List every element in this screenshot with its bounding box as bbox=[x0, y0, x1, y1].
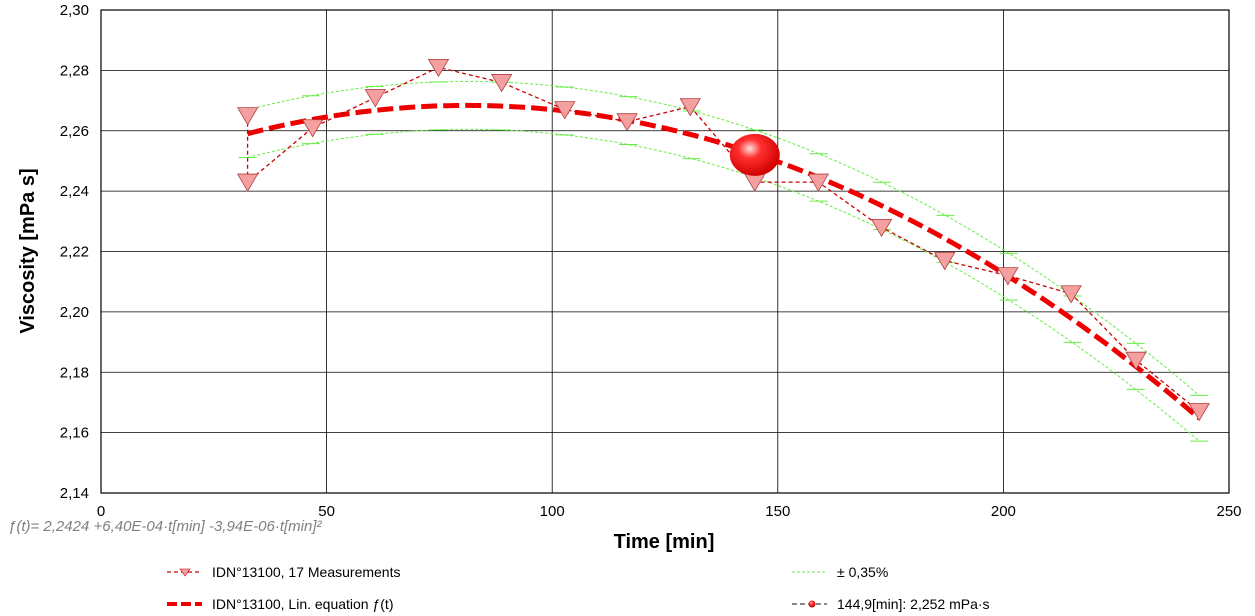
legend: IDN°13100, 17 Measurements IDN°13100, Li… bbox=[167, 564, 990, 612]
x-tick-label: 50 bbox=[318, 503, 335, 520]
x-tick-label: 250 bbox=[1216, 503, 1241, 520]
measurement-point bbox=[679, 98, 701, 117]
fit-curve-group bbox=[246, 102, 1201, 421]
measurement-point bbox=[236, 107, 259, 126]
measurement-point bbox=[427, 58, 450, 78]
legend-label-highlight: 144,9[min]: 2,252 mPa·s bbox=[837, 596, 990, 612]
legend-label-measurements: IDN°13100, 17 Measurements bbox=[212, 564, 400, 580]
legend-label-fit: IDN°13100, Lin. equation ƒ(t) bbox=[212, 596, 394, 612]
y-tick-label: 2,20 bbox=[60, 304, 89, 321]
measurement-series bbox=[236, 58, 1210, 422]
highlight-point bbox=[729, 133, 780, 176]
measurement-point bbox=[807, 173, 830, 192]
y-tick-label: 2,28 bbox=[60, 62, 89, 79]
legend-item-highlight: 144,9[min]: 2,252 mPa·s bbox=[792, 596, 990, 612]
fit-curve bbox=[246, 102, 1201, 421]
y-tick-label: 2,18 bbox=[60, 364, 89, 381]
measurement-point bbox=[1060, 285, 1082, 304]
measurement-point bbox=[1125, 351, 1147, 370]
y-tick-label: 2,30 bbox=[60, 2, 89, 19]
x-tick-label: 100 bbox=[540, 503, 565, 520]
y-axis-title: Viscosity [mPa s] bbox=[17, 168, 39, 333]
x-axis-title: Time [min] bbox=[614, 531, 715, 553]
measurement-point bbox=[301, 119, 324, 138]
measurement-point bbox=[236, 173, 259, 192]
measurement-point bbox=[554, 101, 576, 120]
x-tick-label: 200 bbox=[991, 503, 1016, 520]
y-tick-label: 2,16 bbox=[60, 425, 89, 442]
measurement-point bbox=[1188, 403, 1210, 422]
tolerance-band bbox=[238, 81, 1209, 442]
band-lower-line bbox=[247, 128, 1200, 442]
measurement-line bbox=[246, 66, 1200, 413]
legend-item-fit: IDN°13100, Lin. equation ƒ(t) bbox=[167, 596, 394, 612]
measurement-point bbox=[997, 267, 1019, 286]
legend-label-band: ± 0,35% bbox=[837, 564, 888, 580]
measurement-point bbox=[490, 74, 513, 93]
x-tick-label: 150 bbox=[765, 503, 790, 520]
measurement-point bbox=[616, 113, 638, 132]
y-tick-label: 2,26 bbox=[60, 123, 89, 140]
measurement-point bbox=[364, 89, 387, 108]
y-tick-label: 2,24 bbox=[60, 183, 89, 200]
legend-dot-icon bbox=[808, 600, 816, 608]
band-upper-line bbox=[247, 81, 1200, 396]
x-tick-label: 0 bbox=[97, 503, 105, 520]
tick-labels: 2,14 2,16 2,18 2,20 2,22 2,24 2,26 2,28 2,30 0 50 1… bbox=[60, 2, 1242, 520]
y-tick-label: 2,14 bbox=[60, 485, 89, 502]
highlight-point-group bbox=[729, 133, 780, 176]
y-tick-label: 2,22 bbox=[60, 244, 89, 261]
legend-item-measurements: IDN°13100, 17 Measurements bbox=[167, 564, 400, 580]
legend-item-band: ± 0,35% bbox=[792, 564, 888, 580]
measurement-point bbox=[870, 218, 893, 238]
equation-text: ƒ(t)= 2,2424 +6,40E-04·t[min] -3,94E-06·… bbox=[8, 518, 322, 535]
measurement-point bbox=[934, 252, 956, 271]
plot-frame bbox=[100, 9, 1230, 494]
legend-triangle-icon bbox=[179, 568, 191, 577]
